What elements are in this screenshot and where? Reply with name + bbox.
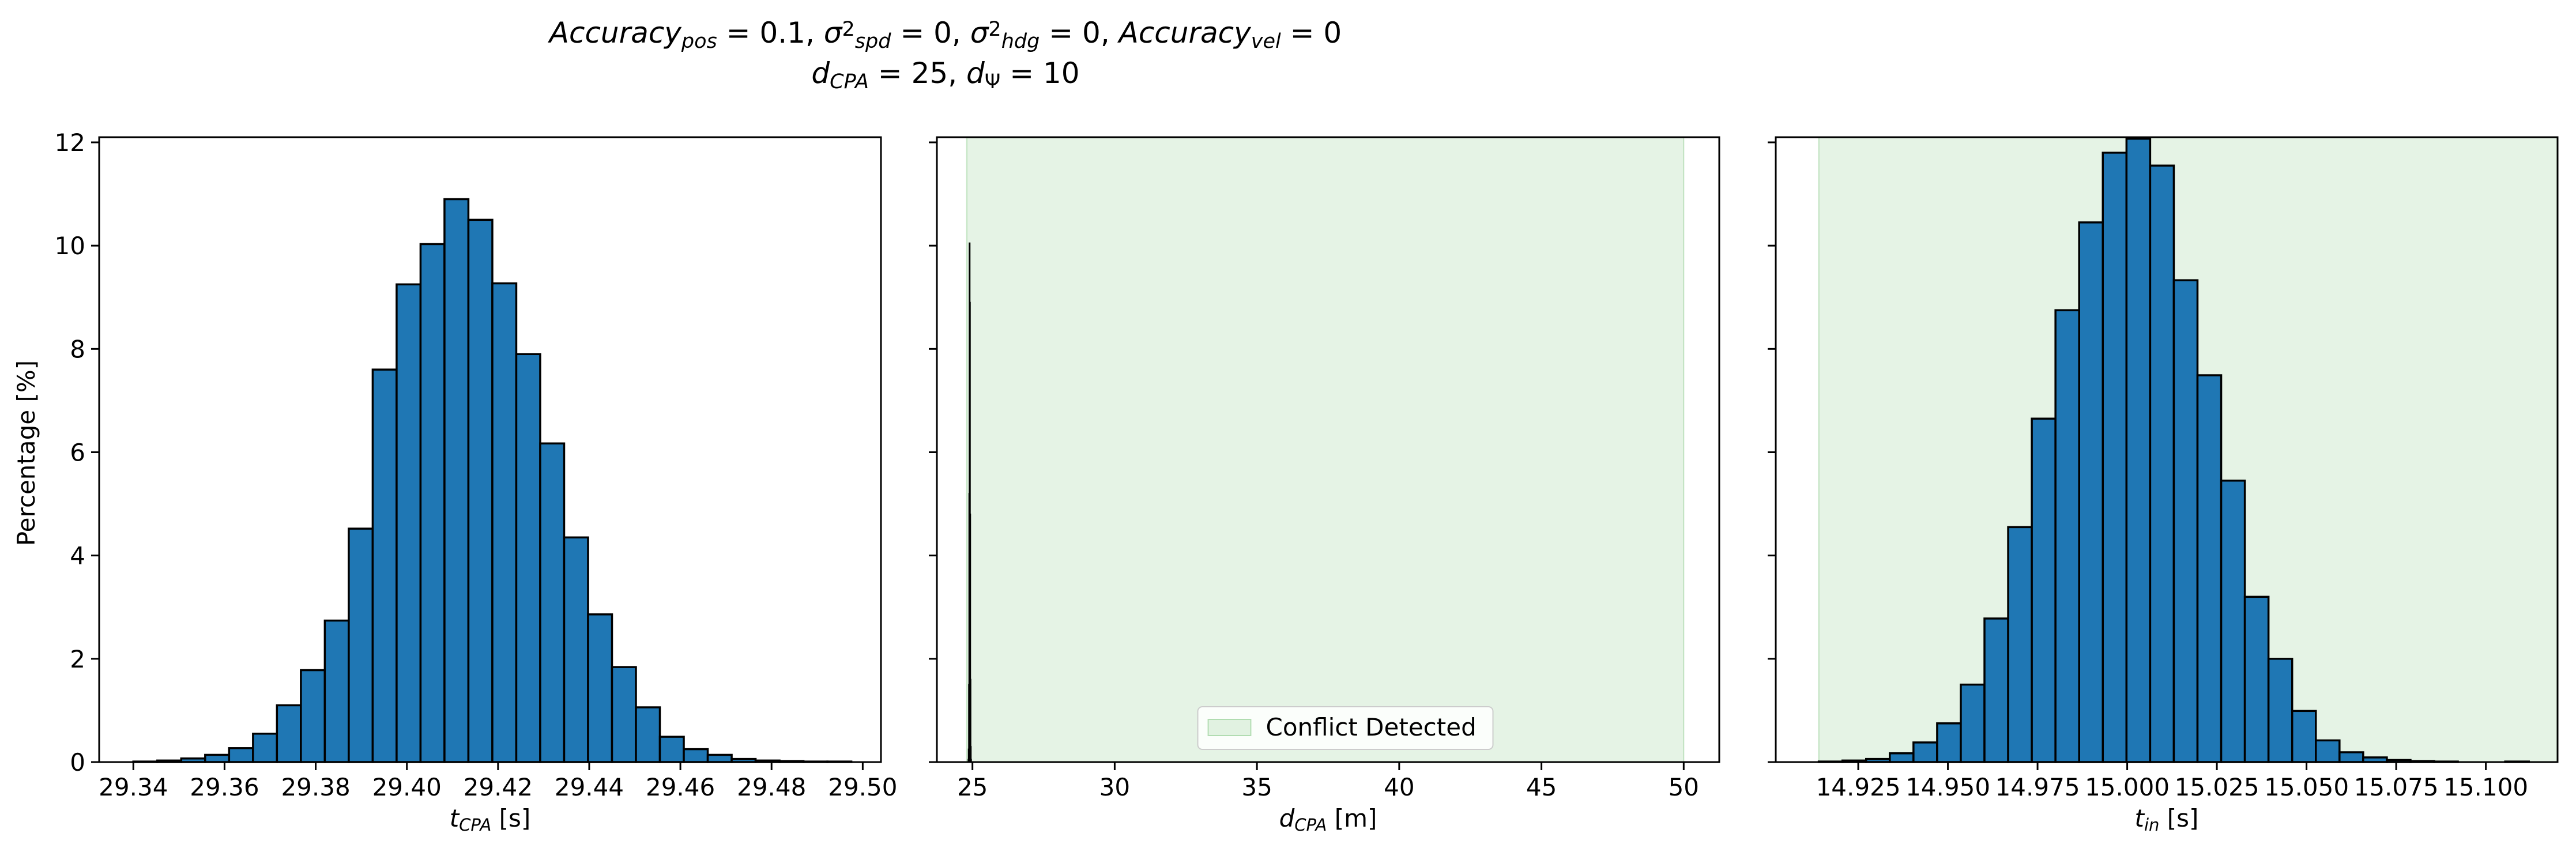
- histogram-bar: [228, 747, 254, 763]
- histogram-bar: [2031, 417, 2057, 763]
- histogram-bar: [2125, 137, 2152, 763]
- x-tick-label: 15.025: [2175, 773, 2259, 801]
- x-tick-label: 29.34: [99, 773, 168, 801]
- histogram-bar: [371, 368, 398, 763]
- y-tick-label: 6: [70, 438, 85, 466]
- legend-box: [1197, 706, 1494, 750]
- histogram-bar: [348, 527, 374, 763]
- histogram-bar: [396, 283, 422, 763]
- legend-label: Conflict Detected: [1266, 713, 1477, 741]
- histogram-bar: [2149, 164, 2175, 763]
- x-tick-label: 29.46: [646, 773, 715, 801]
- histogram-bar: [563, 536, 589, 763]
- x-axis-label: dCPA [m]: [1279, 804, 1377, 835]
- histogram-bar: [587, 613, 613, 763]
- histogram-bar: [491, 282, 518, 763]
- histogram-bar: [611, 666, 637, 763]
- y-tick-label: 8: [70, 335, 85, 363]
- histogram-bar: [2338, 751, 2364, 763]
- y-axis-label: Percentage [%]: [12, 360, 40, 546]
- x-axis-label: tCPA [s]: [450, 804, 531, 835]
- panel-2: 25 30 35 40 45 50 dCPA [m] Conflict Detected: [929, 136, 1720, 835]
- histogram-bar: [2078, 221, 2104, 763]
- axes-frame: [1775, 136, 2559, 763]
- panel-1: 29.34 29.36 29.38 29.40 29.42 29.44 29.46 29.48…: [55, 129, 898, 835]
- x-tick-label: 14.950: [1905, 773, 1990, 801]
- histogram-bar: [658, 736, 685, 763]
- x-tick-label: 29.50: [828, 773, 897, 801]
- histogram-bar: [1889, 752, 1915, 763]
- x-tick-label: 29.42: [464, 773, 533, 801]
- histogram-bar: [2196, 374, 2223, 763]
- x-tick-label: 15.075: [2354, 773, 2439, 801]
- x-tick-label: 15.000: [2085, 773, 2170, 801]
- figure-title-line-2: dCPA = 25, dΨ = 10: [811, 56, 1079, 93]
- histogram-bar: [2054, 309, 2080, 763]
- histogram-bar: [515, 353, 541, 763]
- histogram-bar: [2007, 526, 2033, 763]
- histogram-bar: [2291, 710, 2317, 763]
- histogram-bar: [683, 748, 709, 763]
- axes-frame: [98, 136, 882, 763]
- x-tick-label: 30: [1099, 773, 1130, 801]
- histogram-bar: [443, 198, 470, 763]
- histogram-bar: [1983, 617, 2009, 763]
- histogram-bar: [2243, 595, 2270, 763]
- histogram-bar: [539, 442, 566, 763]
- histogram-bar: [635, 706, 661, 763]
- axes-frame: [936, 136, 1720, 763]
- x-tick-label: 29.48: [737, 773, 806, 801]
- x-tick-label: 29.40: [372, 773, 442, 801]
- x-tick-label: 29.38: [281, 773, 350, 801]
- y-tick-label: 2: [70, 645, 85, 673]
- histogram-bar: [204, 753, 231, 763]
- y-tick-label: 12: [55, 129, 85, 157]
- x-tick-label: 45: [1526, 773, 1557, 801]
- x-tick-label: 29.36: [190, 773, 259, 801]
- figure-title-line-1: Accuracypos = 0.1, σ2spd = 0, σ2hdg = 0,…: [548, 16, 1342, 53]
- histogram-bar: [467, 218, 494, 763]
- x-tick-label: 15.100: [2443, 773, 2528, 801]
- x-tick-label: 15.050: [2264, 773, 2349, 801]
- x-tick-label: 35: [1241, 773, 1272, 801]
- legend-swatch: [1207, 719, 1252, 736]
- histogram-bar: [300, 669, 326, 763]
- histogram-bar: [1912, 741, 1938, 763]
- y-tick-label: 4: [70, 542, 85, 570]
- histogram-bar: [706, 753, 733, 763]
- x-axis-label: tin [s]: [2135, 804, 2199, 835]
- histogram-bar: [419, 243, 446, 763]
- x-tick-label: 14.925: [1816, 773, 1901, 801]
- histogram-bar: [1936, 722, 1962, 763]
- histogram-bar: [2267, 658, 2293, 763]
- y-tick-label: 10: [55, 232, 85, 260]
- histogram-bar: [2172, 279, 2199, 763]
- x-tick-label: 14.975: [1995, 773, 2080, 801]
- x-tick-label: 40: [1384, 773, 1414, 801]
- histogram-bar: [2220, 480, 2246, 763]
- histogram-bar: [2102, 152, 2128, 763]
- conflict-region: [966, 137, 1685, 763]
- histogram-bar: [323, 619, 350, 763]
- x-tick-label: 29.44: [555, 773, 624, 801]
- y-tick-label: 0: [70, 748, 85, 776]
- histogram-bar: [2315, 739, 2341, 763]
- histogram-bar: [276, 704, 302, 763]
- legend: Conflict Detected: [1197, 706, 1494, 750]
- histogram-bar: [1960, 683, 1986, 763]
- histogram-bar: [252, 732, 278, 763]
- x-tick-label: 25: [957, 773, 988, 801]
- panel-3: 14.925 14.950 14.975 15.000 15.025 15.050 15.0…: [1768, 136, 2559, 835]
- x-tick-label: 50: [1669, 773, 1699, 801]
